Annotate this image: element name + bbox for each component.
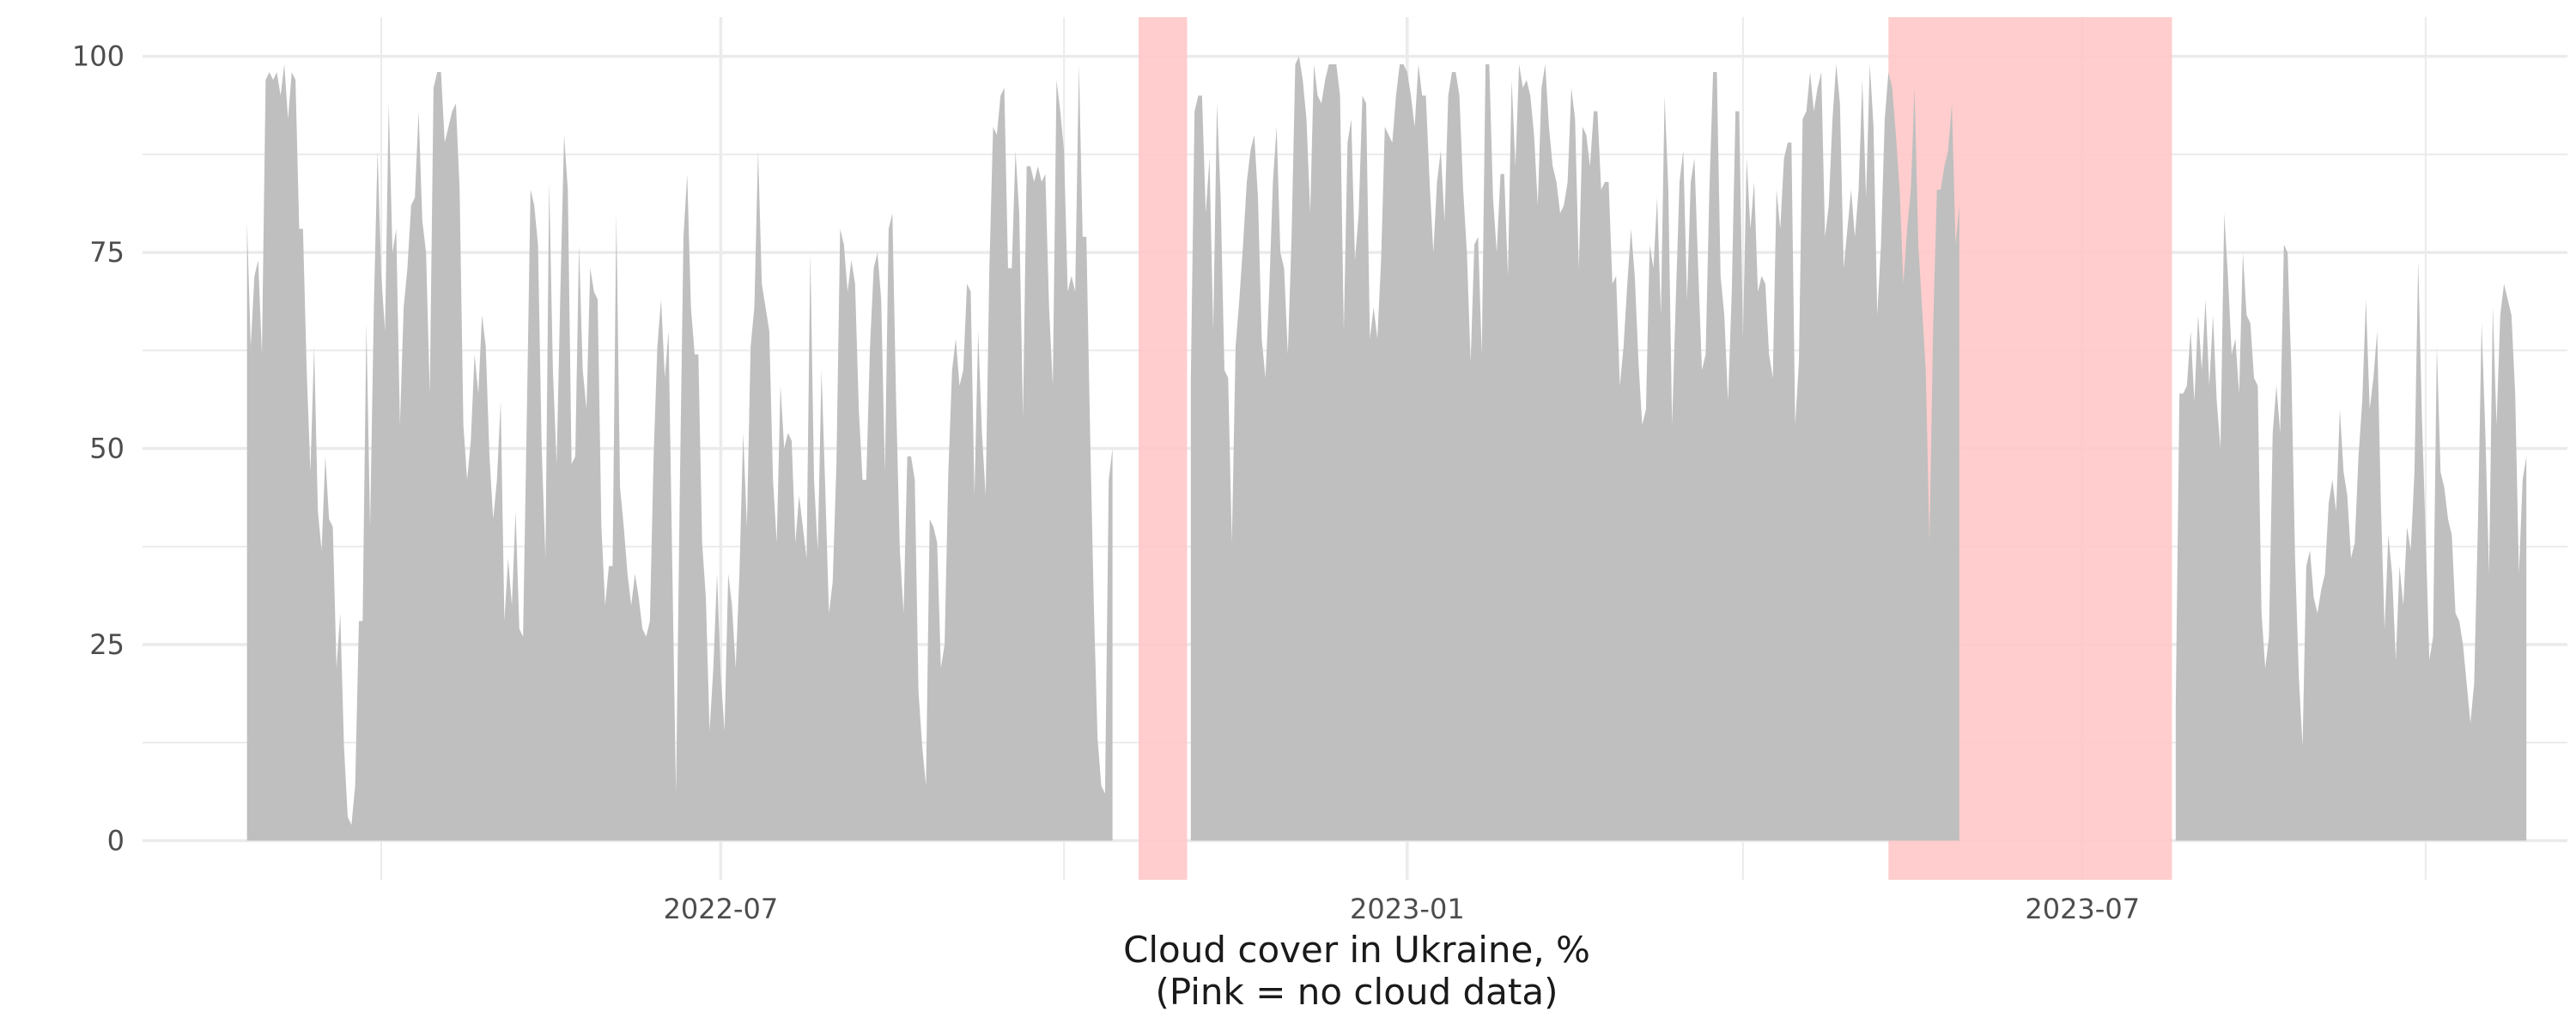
cloud-cover-area	[246, 56, 2527, 841]
area-segment-3	[2175, 213, 2527, 841]
area-segment-1	[246, 64, 1113, 841]
y-axis-ticks: 0 25 50 75 100	[72, 40, 125, 857]
missing-data-band-1	[1139, 17, 1188, 880]
y-tick-label: 50	[89, 433, 125, 465]
y-tick-label: 25	[89, 628, 125, 661]
y-tick-label: 75	[89, 236, 125, 269]
area-segment-2	[1190, 56, 1959, 841]
x-axis-label-line-1: Cloud cover in Ukraine, %	[1123, 929, 1590, 971]
x-tick-label: 2023-07	[2025, 893, 2140, 925]
x-axis-ticks: 2022-07 2023-01 2023-07	[664, 893, 2140, 925]
y-tick-label: 100	[72, 40, 125, 73]
x-tick-label: 2023-01	[1350, 893, 1465, 925]
x-axis-label-line-2: (Pink = no cloud data)	[1155, 971, 1558, 1013]
y-tick-label: 0	[107, 824, 125, 857]
x-tick-label: 2022-07	[664, 893, 779, 925]
